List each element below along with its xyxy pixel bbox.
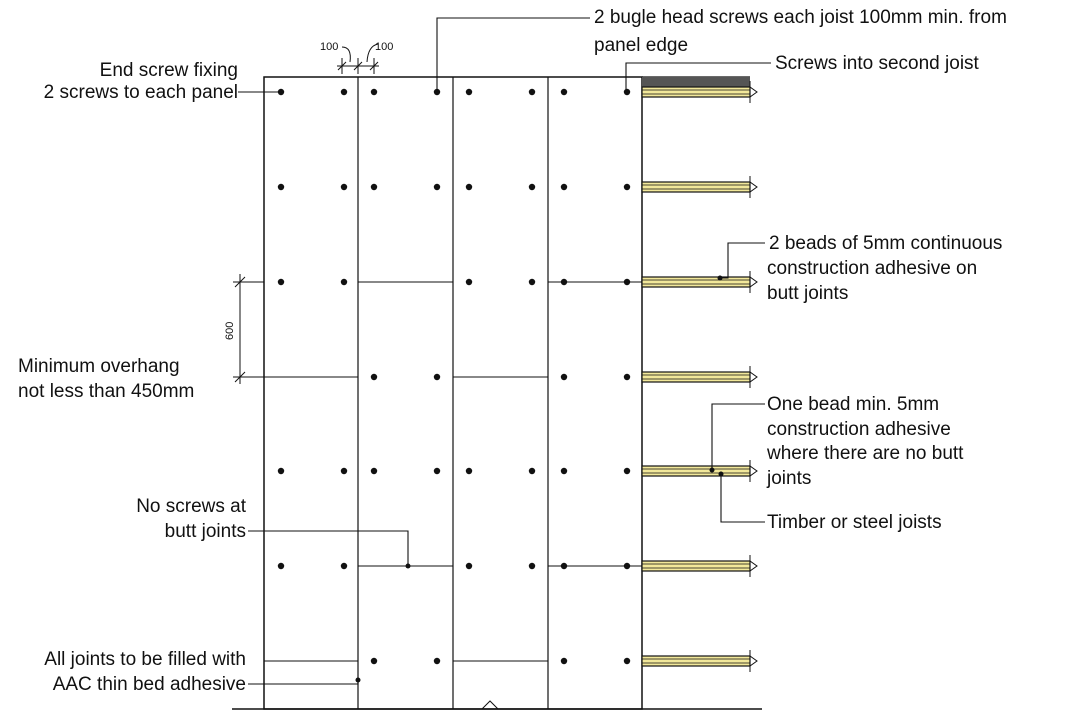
screw-dot <box>340 278 348 286</box>
label-overhang: Minimum overhang <box>18 356 180 377</box>
joist <box>641 271 758 293</box>
joists <box>641 81 758 672</box>
label-one-bead: where there are no butt <box>766 443 964 464</box>
leader-dot <box>718 471 724 477</box>
label-joists: Timber or steel joists <box>767 512 942 533</box>
screw-dot <box>528 562 536 570</box>
screw-dot <box>433 657 441 665</box>
screw-dot <box>370 373 378 381</box>
label-one-bead: joints <box>766 468 811 489</box>
screw-dot <box>340 88 348 96</box>
screw-dot <box>560 562 568 570</box>
screw-dot <box>370 657 378 665</box>
screw-dot <box>560 278 568 286</box>
leader-no-screws <box>248 530 409 566</box>
screw-dot <box>528 467 536 475</box>
screw-dot <box>340 562 348 570</box>
screw-dot <box>560 467 568 475</box>
screw-dot <box>277 88 285 96</box>
screw-dot <box>528 278 536 286</box>
leader-bugle-head <box>436 17 590 92</box>
spacing-dimension <box>233 274 264 384</box>
screw-dot <box>465 467 473 475</box>
screw-dot <box>623 88 631 96</box>
screw-dot <box>465 88 473 96</box>
screw-dot <box>528 183 536 191</box>
label-one-bead: One bead min. 5mm <box>767 394 939 415</box>
label-second-joist: Screws into second joist <box>775 53 980 74</box>
screw-dot <box>370 183 378 191</box>
screw-dot <box>277 278 285 286</box>
screw-dot <box>560 88 568 96</box>
dim-spacing: 600 <box>224 322 236 340</box>
screw-dot <box>465 562 473 570</box>
leader-beads <box>720 242 765 279</box>
leader-one-bead <box>711 403 765 470</box>
label-beads: construction adhesive on <box>767 258 977 279</box>
screw-dot <box>560 657 568 665</box>
leader-dot <box>405 563 411 569</box>
screw-dot <box>465 278 473 286</box>
screw-dot <box>277 183 285 191</box>
screw-dot <box>277 467 285 475</box>
screw-dot <box>433 373 441 381</box>
screw-dot <box>623 562 631 570</box>
leader-dot <box>717 275 723 281</box>
label-beads: 2 beads of 5mm continuous <box>769 233 1002 254</box>
leader-second-joist <box>625 62 771 92</box>
label-overhang: not less than 450mm <box>18 381 194 402</box>
dim-edge-b: 100 <box>375 41 393 53</box>
label-bugle-screws: 2 bugle head screws each joist 100mm min… <box>594 7 1007 28</box>
screw-dot <box>623 373 631 381</box>
screw-dot <box>528 88 536 96</box>
dim-edge-a: 100 <box>320 41 338 53</box>
second-joist-cap <box>642 77 750 87</box>
screw-dot <box>560 373 568 381</box>
joist <box>641 81 758 103</box>
edge-dimensions <box>337 43 379 74</box>
screw-dot <box>277 562 285 570</box>
leader-dot <box>355 677 361 683</box>
screw-dot <box>623 467 631 475</box>
screw-dot <box>433 467 441 475</box>
break-symbol <box>481 700 499 710</box>
leader-joists <box>720 474 765 523</box>
screw-dot <box>340 183 348 191</box>
label-no-screws: butt joints <box>165 521 246 542</box>
label-no-screws: No screws at <box>136 496 247 517</box>
label-bugle-screws: panel edge <box>594 35 688 56</box>
label-aac-joints: All joints to be filled with <box>44 649 246 670</box>
label-beads: butt joints <box>767 283 848 304</box>
screw-dot <box>623 657 631 665</box>
screw-dot <box>433 183 441 191</box>
screw-dot <box>370 88 378 96</box>
label-one-bead: construction adhesive <box>767 419 951 440</box>
joist <box>641 650 758 672</box>
leader-dot <box>709 467 715 473</box>
leader-lines <box>238 17 771 685</box>
screw-dot <box>465 183 473 191</box>
joist <box>641 366 758 388</box>
joist <box>641 460 758 482</box>
screw-dot <box>340 467 348 475</box>
screw-dot <box>560 183 568 191</box>
label-end-screw: 2 screws to each panel <box>44 82 238 103</box>
screw-dot <box>623 278 631 286</box>
label-aac-joints: AAC thin bed adhesive <box>53 674 246 695</box>
screws <box>277 88 631 665</box>
joist <box>641 555 758 577</box>
label-end-screw: End screw fixing <box>100 60 238 81</box>
screw-dot <box>623 183 631 191</box>
joist <box>641 176 758 198</box>
screw-dot <box>370 467 378 475</box>
